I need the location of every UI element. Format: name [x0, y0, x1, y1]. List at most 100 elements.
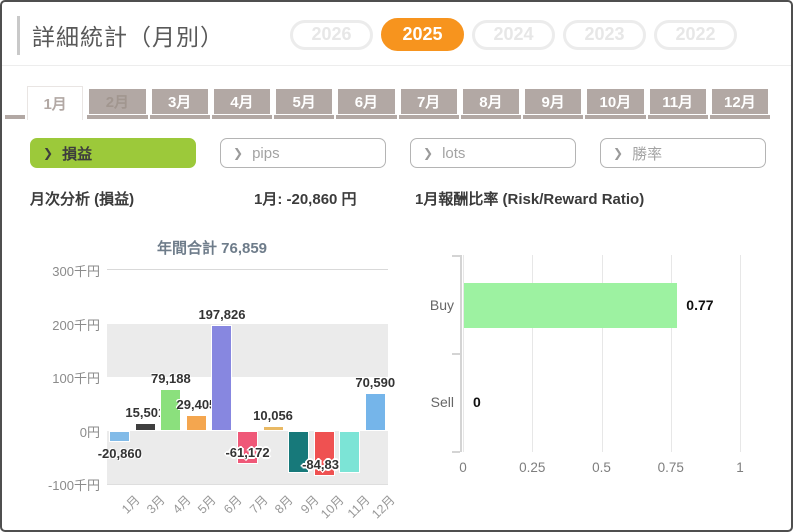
month-tab-11月[interactable]: 11月 [649, 89, 706, 114]
month-tab-1月[interactable]: 1月 [27, 86, 84, 120]
bar-10月 [313, 431, 335, 477]
x-tick-label: 1 [736, 460, 744, 475]
year-tab-2025[interactable]: 2025 [381, 18, 464, 51]
gridline [532, 255, 534, 452]
metric-button-label: pips [252, 144, 280, 162]
month-tab-9月[interactable]: 9月 [525, 89, 582, 114]
bar-6月 [211, 325, 233, 431]
chevron-right-icon: ❯ [43, 146, 54, 160]
month-tab-2月[interactable]: 2月 [89, 89, 146, 114]
month-tab-cell: 6月 [336, 86, 397, 119]
bar-value-6月: 197,826 [198, 307, 246, 323]
risk-reward-chart: 0 0.25 0.5 0.75 1 Buy 0.77 Sell 0 [412, 242, 790, 502]
y-axis-line [460, 255, 462, 452]
chevron-right-icon: ❯ [423, 146, 434, 160]
bar-value-1月: -20,860 [97, 446, 142, 462]
chevron-right-icon: ❯ [233, 146, 244, 160]
hbar-buy [464, 282, 678, 328]
title-accent-bar [17, 16, 20, 55]
bar-value-12月: 70,590 [355, 375, 396, 391]
month-tab-cell: 11月 [647, 86, 709, 119]
y-axis-tick [452, 255, 460, 257]
x-axis-label-1月: 1月 [118, 492, 143, 517]
left-chart-heading: 月次分析 (損益) [30, 191, 135, 208]
month-tab-5月[interactable]: 5月 [276, 89, 333, 114]
bar-11月 [339, 431, 361, 474]
month-tab-cell: 8月 [460, 86, 522, 119]
month-tab-7月[interactable]: 7月 [400, 89, 457, 114]
month-tab-cell: 2月 [87, 86, 148, 119]
month-tabs: 1月 2月 3月 4月 5月 6月 7月 8月 9月 10月 11月 12月 [5, 86, 788, 120]
year-tab-2026[interactable]: 2026 [290, 19, 373, 50]
y-axis-label: 200千円 [52, 317, 100, 333]
bar-plot: -20,860 15,501 79,188 29,405 197,826 -61,172 1… [98, 269, 395, 485]
metric-button-label: 損益 [62, 145, 93, 163]
metric-button-lots[interactable]: ❯ lots [410, 138, 576, 168]
metric-button-label: 勝率 [632, 145, 663, 163]
year-tab-2022[interactable]: 2022 [654, 19, 737, 50]
bar-value-4月: 79,188 [150, 370, 191, 386]
y-axis-label: -100千円 [47, 478, 100, 493]
y-axis-tick [452, 451, 460, 453]
metric-buttons: ❯ 損益 ❯ pips ❯ lots ❯ 勝率 [30, 138, 766, 168]
bar-value-8月: 10,056 [253, 407, 293, 423]
value-label-sell: 0 [473, 394, 481, 410]
right-chart-heading: 1月報酬比率 (Risk/Reward Ratio) [415, 191, 645, 208]
year-tab-2024[interactable]: 2024 [472, 19, 555, 50]
bar-value-10月: -84,831 [302, 457, 347, 473]
y-axis-label: 300千円 [52, 264, 100, 279]
chevron-right-icon: ❯ [613, 146, 624, 160]
gridline [670, 255, 672, 452]
x-tick-label: 0.25 [519, 460, 546, 475]
month-tab-cell: 5月 [273, 86, 335, 119]
x-axis-label-5月: 5月 [195, 492, 220, 517]
month-tab-12月[interactable]: 12月 [711, 89, 768, 114]
y-axis-label: 100千円 [52, 371, 100, 386]
month-tab-10月[interactable]: 10月 [587, 89, 644, 114]
x-axis-label-6月: 6月 [221, 492, 245, 517]
y-axis-label: 0円 [79, 424, 100, 440]
month-tab-4月[interactable]: 4月 [213, 89, 270, 114]
month-tab-cell: 4月 [211, 86, 273, 119]
value-label-buy: 0.77 [686, 297, 714, 313]
x-axis-label-3月: 3月 [144, 492, 169, 517]
grid-band [107, 323, 388, 377]
x-axis-label-8月: 8月 [272, 492, 296, 517]
bar-8月 [262, 425, 284, 431]
bar-7月 [237, 431, 258, 464]
month-tab-3月[interactable]: 3月 [151, 89, 208, 114]
bar-4月 [160, 388, 182, 431]
x-axis-label-4月: 4月 [169, 492, 194, 517]
metric-button-label: lots [442, 144, 466, 162]
y-axis-tick [452, 353, 460, 355]
month-tab-cell: 3月 [149, 86, 211, 119]
page-title: 詳細統計（月別） [32, 24, 224, 50]
month-tab-6月[interactable]: 6月 [338, 89, 395, 114]
bar-1月 [109, 431, 131, 443]
category-label-sell: Sell [430, 394, 454, 410]
bar-5月 [185, 415, 207, 431]
month-tab-cell: 9月 [522, 86, 584, 119]
x-tick-label: 0.5 [592, 460, 611, 475]
x-axis-label-7月: 7月 [246, 492, 271, 517]
gridline [463, 255, 464, 452]
gridline [740, 255, 741, 452]
bar-value-3月: 15,501 [125, 404, 166, 420]
metric-button-損益[interactable]: ❯ 損益 [30, 138, 196, 168]
gridline [601, 255, 603, 452]
metric-button-pips[interactable]: ❯ pips [220, 138, 386, 168]
year-tab-2023[interactable]: 2023 [563, 19, 646, 50]
bar-3月 [134, 422, 156, 431]
x-axis-label-9月: 9月 [297, 492, 322, 517]
monthly-profit-bar-chart: 年間合計 76,859 -20,860 15,501 79,188 29,405 197… [32, 232, 398, 530]
annual-total-label: 年間合計 76,859 [156, 240, 268, 257]
x-tick-label: 0 [459, 460, 467, 475]
bar-12月 [364, 393, 386, 431]
month-tab-8月[interactable]: 8月 [462, 89, 519, 114]
bar-value-5月: 29,405 [176, 397, 217, 413]
x-tick-label: 0.75 [657, 460, 684, 475]
x-axis-label-12月: 12月 [369, 492, 398, 522]
category-label-buy: Buy [429, 297, 454, 313]
metric-button-勝率[interactable]: ❯ 勝率 [600, 138, 766, 168]
